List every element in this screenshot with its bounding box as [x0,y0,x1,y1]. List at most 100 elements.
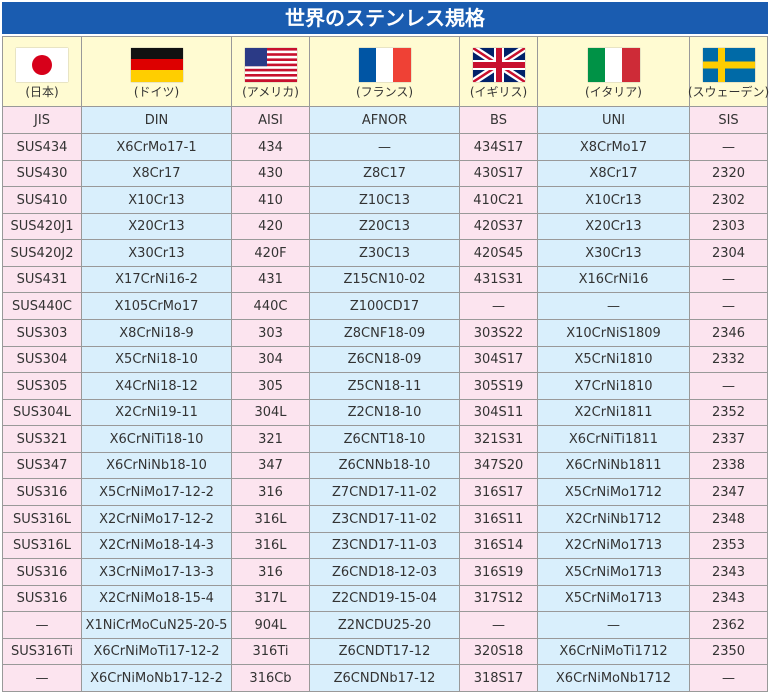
table-cell: Z15CN10-02 [310,267,460,293]
table-cell: SUS347 [2,453,82,479]
table-cell: 431S31 [460,267,538,293]
table-cell: 420F [232,240,310,267]
table-cell: X5CrNiMo1712 [538,479,690,506]
table-cell: X2CrNiMo1713 [538,533,690,559]
table-cell: — [690,665,768,692]
table-cell: X30Cr13 [538,240,690,267]
table-cell: Z30C13 [310,240,460,267]
table-cell: SUS420J2 [2,240,82,267]
table-cell: X6CrNiTi18-10 [82,426,232,453]
table-cell: X8Cr17 [538,161,690,187]
table-cell: — [310,134,460,161]
table-cell: 303 [232,320,310,347]
table-cell: 316Ti [232,639,310,665]
table-cell: SUS434 [2,134,82,161]
table-cell: 305 [232,373,310,400]
table-cell: SUS316 [2,479,82,506]
table-cell: SUS316Ti [2,639,82,665]
title: 世界のステンレス規格 [2,2,768,34]
country-cell: (ドイツ) [82,36,232,107]
table-cell: 316L [232,533,310,559]
table-cell: 316S19 [460,559,538,586]
table-cell: 434S17 [460,134,538,161]
table-cell: 434 [232,134,310,161]
table-cell: 316S17 [460,479,538,506]
table-cell: X5CrNi18-10 [82,347,232,373]
table-cell: X2CrNi1811 [538,400,690,426]
table-cell: Z6CNDNb17-12 [310,665,460,692]
table-cell: 2343 [690,586,768,612]
table-cell: 410 [232,187,310,214]
table-cell: Z6CN18-09 [310,347,460,373]
table-cell: SUS316L [2,506,82,533]
table-cell: Z5CN18-11 [310,373,460,400]
table-cell: 420S45 [460,240,538,267]
table-cell: X10CrNiS1809 [538,320,690,347]
column-header: UNI [538,107,690,134]
table-cell: X7CrNi1810 [538,373,690,400]
table-cell: X2CrNiMo17-12-2 [82,506,232,533]
table-cell: X6CrNiMoNb17-12-2 [82,665,232,692]
table-cell: 316 [232,479,310,506]
table-cell: 410C21 [460,187,538,214]
table-cell: 2320 [690,161,768,187]
table-cell: — [690,267,768,293]
table-cell: 2348 [690,506,768,533]
table-cell: 304S11 [460,400,538,426]
table-cell: 904L [232,612,310,639]
table-cell: SUS430 [2,161,82,187]
table-cell: X20Cr13 [82,214,232,240]
table-cell: 304S17 [460,347,538,373]
table-cell: Z2CND19-15-04 [310,586,460,612]
table-cell: X6CrNiMoTi17-12-2 [82,639,232,665]
table-cell: Z3CND17-11-02 [310,506,460,533]
column-header: JIS [2,107,82,134]
table-cell: — [460,293,538,320]
table-cell: — [538,612,690,639]
table-cell: X10Cr13 [538,187,690,214]
table-cell: X6CrNiMoNb1712 [538,665,690,692]
table-cell: X5CrNi1810 [538,347,690,373]
flag-germany [131,48,183,82]
table-cell: — [538,293,690,320]
table-cell: 420S37 [460,214,538,240]
table-cell: 2352 [690,400,768,426]
table-cell: X20Cr13 [538,214,690,240]
table-cell: 304L [232,400,310,426]
table-cell: 317L [232,586,310,612]
table-cell: 317S12 [460,586,538,612]
table-cell: 303S22 [460,320,538,347]
table-cell: SUS303 [2,320,82,347]
table-cell: 347S20 [460,453,538,479]
table-cell: X5CrNiMo1713 [538,559,690,586]
flag-uk [473,48,525,82]
table-cell: 318S17 [460,665,538,692]
table-cell: 440C [232,293,310,320]
table-cell: — [2,612,82,639]
table-cell: 2350 [690,639,768,665]
table-cell: Z10C13 [310,187,460,214]
table-cell: — [690,134,768,161]
table-cell: SUS410 [2,187,82,214]
table-cell: X3CrNiMo17-13-3 [82,559,232,586]
table-cell: 2337 [690,426,768,453]
table-cell: 2304 [690,240,768,267]
table-cell: X2CrNiMo18-14-3 [82,533,232,559]
table-cell: — [2,665,82,692]
table-cell: X105CrMo17 [82,293,232,320]
table-cell: 2346 [690,320,768,347]
table-cell: — [690,373,768,400]
table-cell: SUS440C [2,293,82,320]
column-header: SIS [690,107,768,134]
table-cell: 430S17 [460,161,538,187]
table-cell: 321 [232,426,310,453]
table-cell: Z7CND17-11-02 [310,479,460,506]
table-cell: 316S14 [460,533,538,559]
country-cell: (日本) [2,36,82,107]
table-cell: 304 [232,347,310,373]
table-cell: SUS305 [2,373,82,400]
table-cell: X6CrNiNb1811 [538,453,690,479]
table-cell: 2332 [690,347,768,373]
table-cell: — [460,612,538,639]
table-cell: SUS316 [2,586,82,612]
